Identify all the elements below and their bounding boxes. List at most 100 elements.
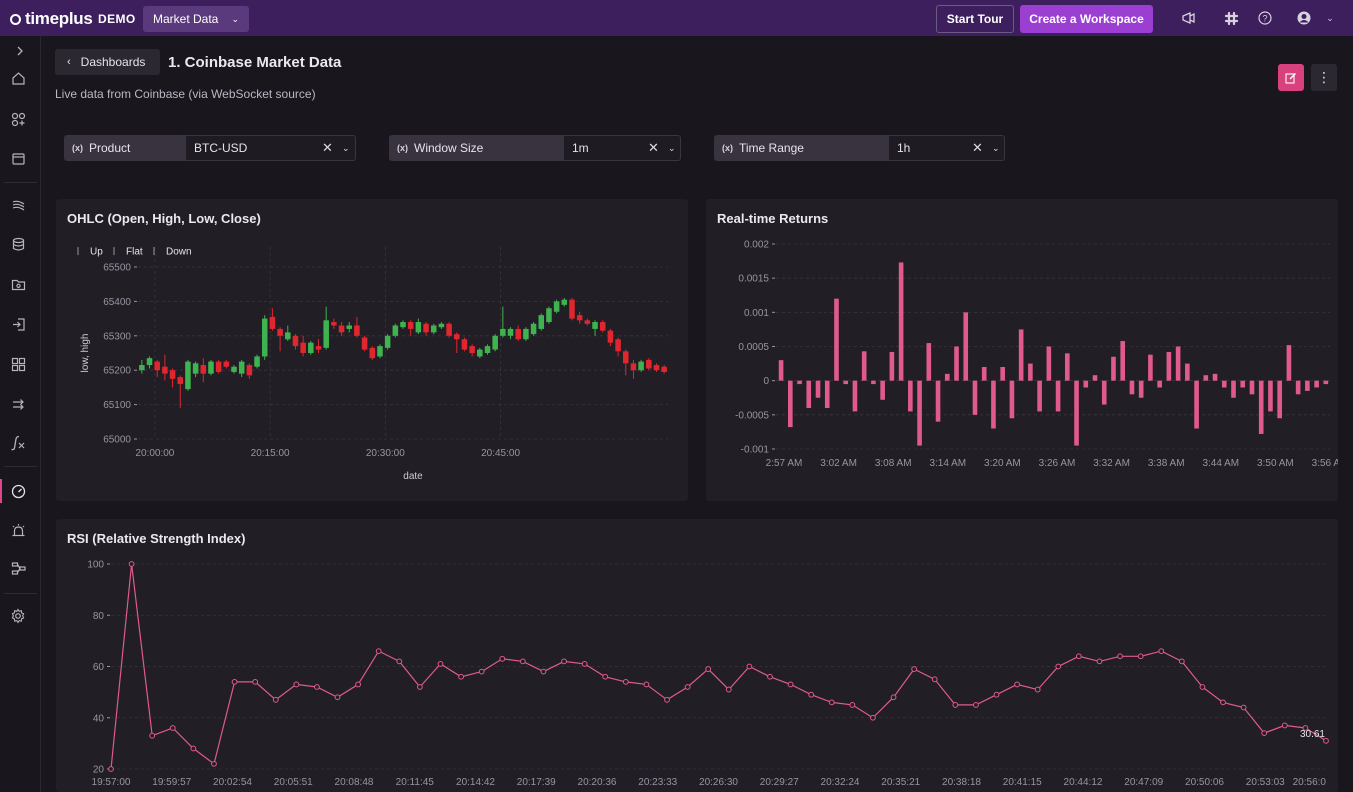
clear-icon[interactable]: ✕ (322, 140, 333, 155)
ohlc-candle (208, 361, 214, 374)
returns-bar (981, 367, 987, 381)
announcement-icon[interactable] (1180, 9, 1198, 27)
filter-window-size-select[interactable]: 1m ✕ ⌄ (564, 135, 681, 161)
filter-window-size: (x) Window Size 1m ✕ ⌄ (389, 135, 681, 161)
rsi-y-tick-label: 40 (93, 713, 105, 724)
filter-product-value: BTC-USD (194, 141, 248, 155)
returns-bar (852, 380, 858, 412)
ohlc-candle (630, 363, 637, 371)
functions-icon[interactable] (8, 433, 28, 453)
returns-bar (1286, 345, 1292, 381)
workspace-select[interactable]: Market Data ⌄ (143, 6, 249, 32)
timeplus-logo[interactable]: timeplus (10, 9, 93, 29)
chevron-left-icon: ‹ (67, 56, 71, 68)
returns-panel: Real-time Returns -0.001 -0.0005 0 0.0005 0.… (706, 199, 1338, 501)
rsi-point (664, 696, 670, 703)
ohlc-candle (177, 377, 184, 384)
create-workspace-button[interactable]: Create a Workspace (1020, 5, 1153, 33)
edit-dashboard-button[interactable] (1278, 64, 1304, 91)
clear-icon[interactable]: ✕ (972, 140, 983, 155)
folder-icon[interactable] (8, 274, 28, 294)
ohlc-candle (530, 323, 537, 335)
rsi-point (643, 681, 650, 688)
returns-bar (788, 380, 793, 428)
rsi-point (1302, 725, 1309, 731)
filter-product-select[interactable]: BTC-USD ✕ ⌄ (186, 135, 356, 161)
rsi-point (519, 658, 526, 665)
returns-x-tick-label: 3:44 AM (1202, 458, 1239, 469)
returns-chart[interactable]: -0.001 -0.0005 0 0.0005 0.001 0.0015 0.002 2:57… (706, 199, 1338, 501)
lineage-icon[interactable] (8, 558, 28, 578)
returns-bar (797, 380, 802, 385)
home-icon[interactable] (8, 68, 28, 88)
chevron-down-icon[interactable]: ⌄ (992, 142, 1000, 153)
chevron-down-icon[interactable]: ⌄ (342, 142, 350, 153)
more-options-button[interactable]: ⋮ (1311, 64, 1337, 91)
filter-time-range-select[interactable]: 1h ✕ ⌄ (889, 135, 1005, 161)
filter-product-label-text: Product (89, 141, 131, 155)
rsi-x-tick-label: 20:20:36 (578, 777, 617, 788)
start-tour-button[interactable]: Start Tour (936, 5, 1014, 33)
database-icon[interactable] (8, 234, 28, 254)
rsi-point (1137, 653, 1144, 660)
rsi-point (952, 702, 959, 708)
returns-bar (1018, 329, 1024, 381)
rsi-point (169, 725, 176, 731)
rsi-point (540, 668, 547, 675)
ohlc-candle (607, 330, 614, 343)
ohlc-y-axis-label: low, high (80, 334, 91, 373)
rsi-point (787, 681, 794, 688)
active-indicator (0, 479, 2, 503)
returns-bar (1166, 351, 1172, 381)
expand-sidebar-icon[interactable] (10, 41, 30, 61)
returns-bar (1194, 380, 1199, 429)
rsi-x-tick-label: 20:35:21 (881, 777, 920, 788)
sinks-icon[interactable] (8, 394, 28, 414)
chevron-down-icon[interactable]: ⌄ (668, 142, 676, 153)
ohlc-legend-up: Up (90, 247, 103, 258)
apps-icon[interactable] (8, 109, 28, 129)
rsi-point (849, 702, 856, 708)
alerts-icon[interactable] (8, 520, 28, 540)
account-chevron-icon[interactable]: ⌄ (1326, 12, 1334, 23)
filter-time-range-value: 1h (897, 141, 911, 155)
help-icon[interactable]: ? (1256, 9, 1274, 27)
dashboards-grid-icon[interactable] (8, 354, 28, 374)
returns-bar (1175, 346, 1181, 381)
variable-icon: (x) (397, 143, 408, 153)
returns-bar (1055, 380, 1061, 412)
ohlc-candle (446, 323, 452, 336)
ohlc-candle (346, 325, 352, 329)
ohlc-candle (430, 325, 437, 333)
rsi-point (767, 673, 773, 680)
back-to-dashboards-button[interactable]: ‹ Dashboards (55, 49, 160, 75)
rsi-point (416, 684, 423, 690)
logo-circle-icon (10, 13, 21, 25)
rsi-chart[interactable]: 20 40 60 80 100 30.61 19:57:00 19:59:57 20:02:54… (56, 519, 1338, 792)
returns-x-tick-label: 3:56 AM (1312, 458, 1338, 469)
returns-bar (1111, 356, 1116, 381)
clear-icon[interactable]: ✕ (648, 140, 659, 155)
ohlc-candle (384, 335, 391, 348)
settings-gear-icon[interactable] (8, 606, 28, 626)
returns-bar (861, 351, 867, 381)
streams-icon[interactable] (8, 194, 28, 214)
dashboard-gauge-icon[interactable] (8, 481, 28, 501)
returns-bar (944, 373, 950, 381)
rsi-point (870, 714, 876, 721)
returns-bar (963, 312, 969, 381)
demo-label: DEMO (98, 12, 136, 26)
returns-y-tick-label: 0.0015 (738, 274, 769, 285)
rsi-point (211, 760, 217, 767)
ohlc-x-tick-label: 20:00:00 (135, 448, 174, 459)
ohlc-chart[interactable]: 65000 65100 65200 65300 65400 65500 20:00:00 20… (56, 199, 688, 501)
slack-icon[interactable] (1222, 9, 1240, 27)
ohlc-legend-down: Down (166, 247, 192, 258)
user-avatar-icon[interactable] (1295, 9, 1313, 27)
returns-bar (1157, 380, 1162, 388)
sources-icon[interactable] (8, 314, 28, 334)
calendar-icon[interactable] (8, 148, 28, 168)
returns-bar (917, 380, 922, 446)
rsi-x-tick-label: 20:29:27 (760, 777, 799, 788)
ohlc-candle (553, 301, 560, 312)
